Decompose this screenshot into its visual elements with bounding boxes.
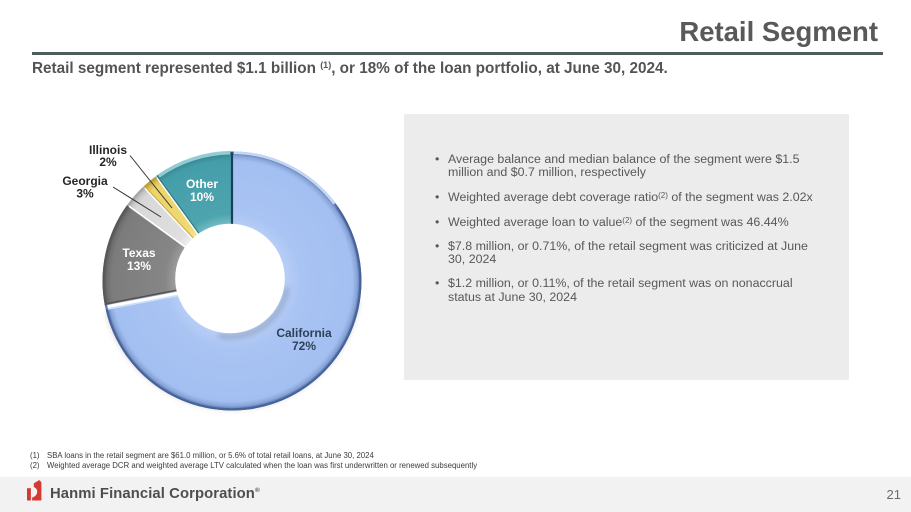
svg-text:13%: 13%	[127, 259, 151, 273]
svg-text:Other: Other	[186, 177, 218, 191]
svg-text:Texas: Texas	[122, 246, 155, 260]
svg-text:California: California	[276, 326, 332, 340]
svg-text:72%: 72%	[292, 339, 316, 353]
svg-text:Illinois: Illinois	[89, 143, 127, 157]
svg-text:Georgia: Georgia	[62, 174, 108, 188]
svg-text:10%: 10%	[190, 190, 214, 204]
svg-text:3%: 3%	[76, 187, 94, 201]
svg-text:2%: 2%	[99, 155, 117, 169]
